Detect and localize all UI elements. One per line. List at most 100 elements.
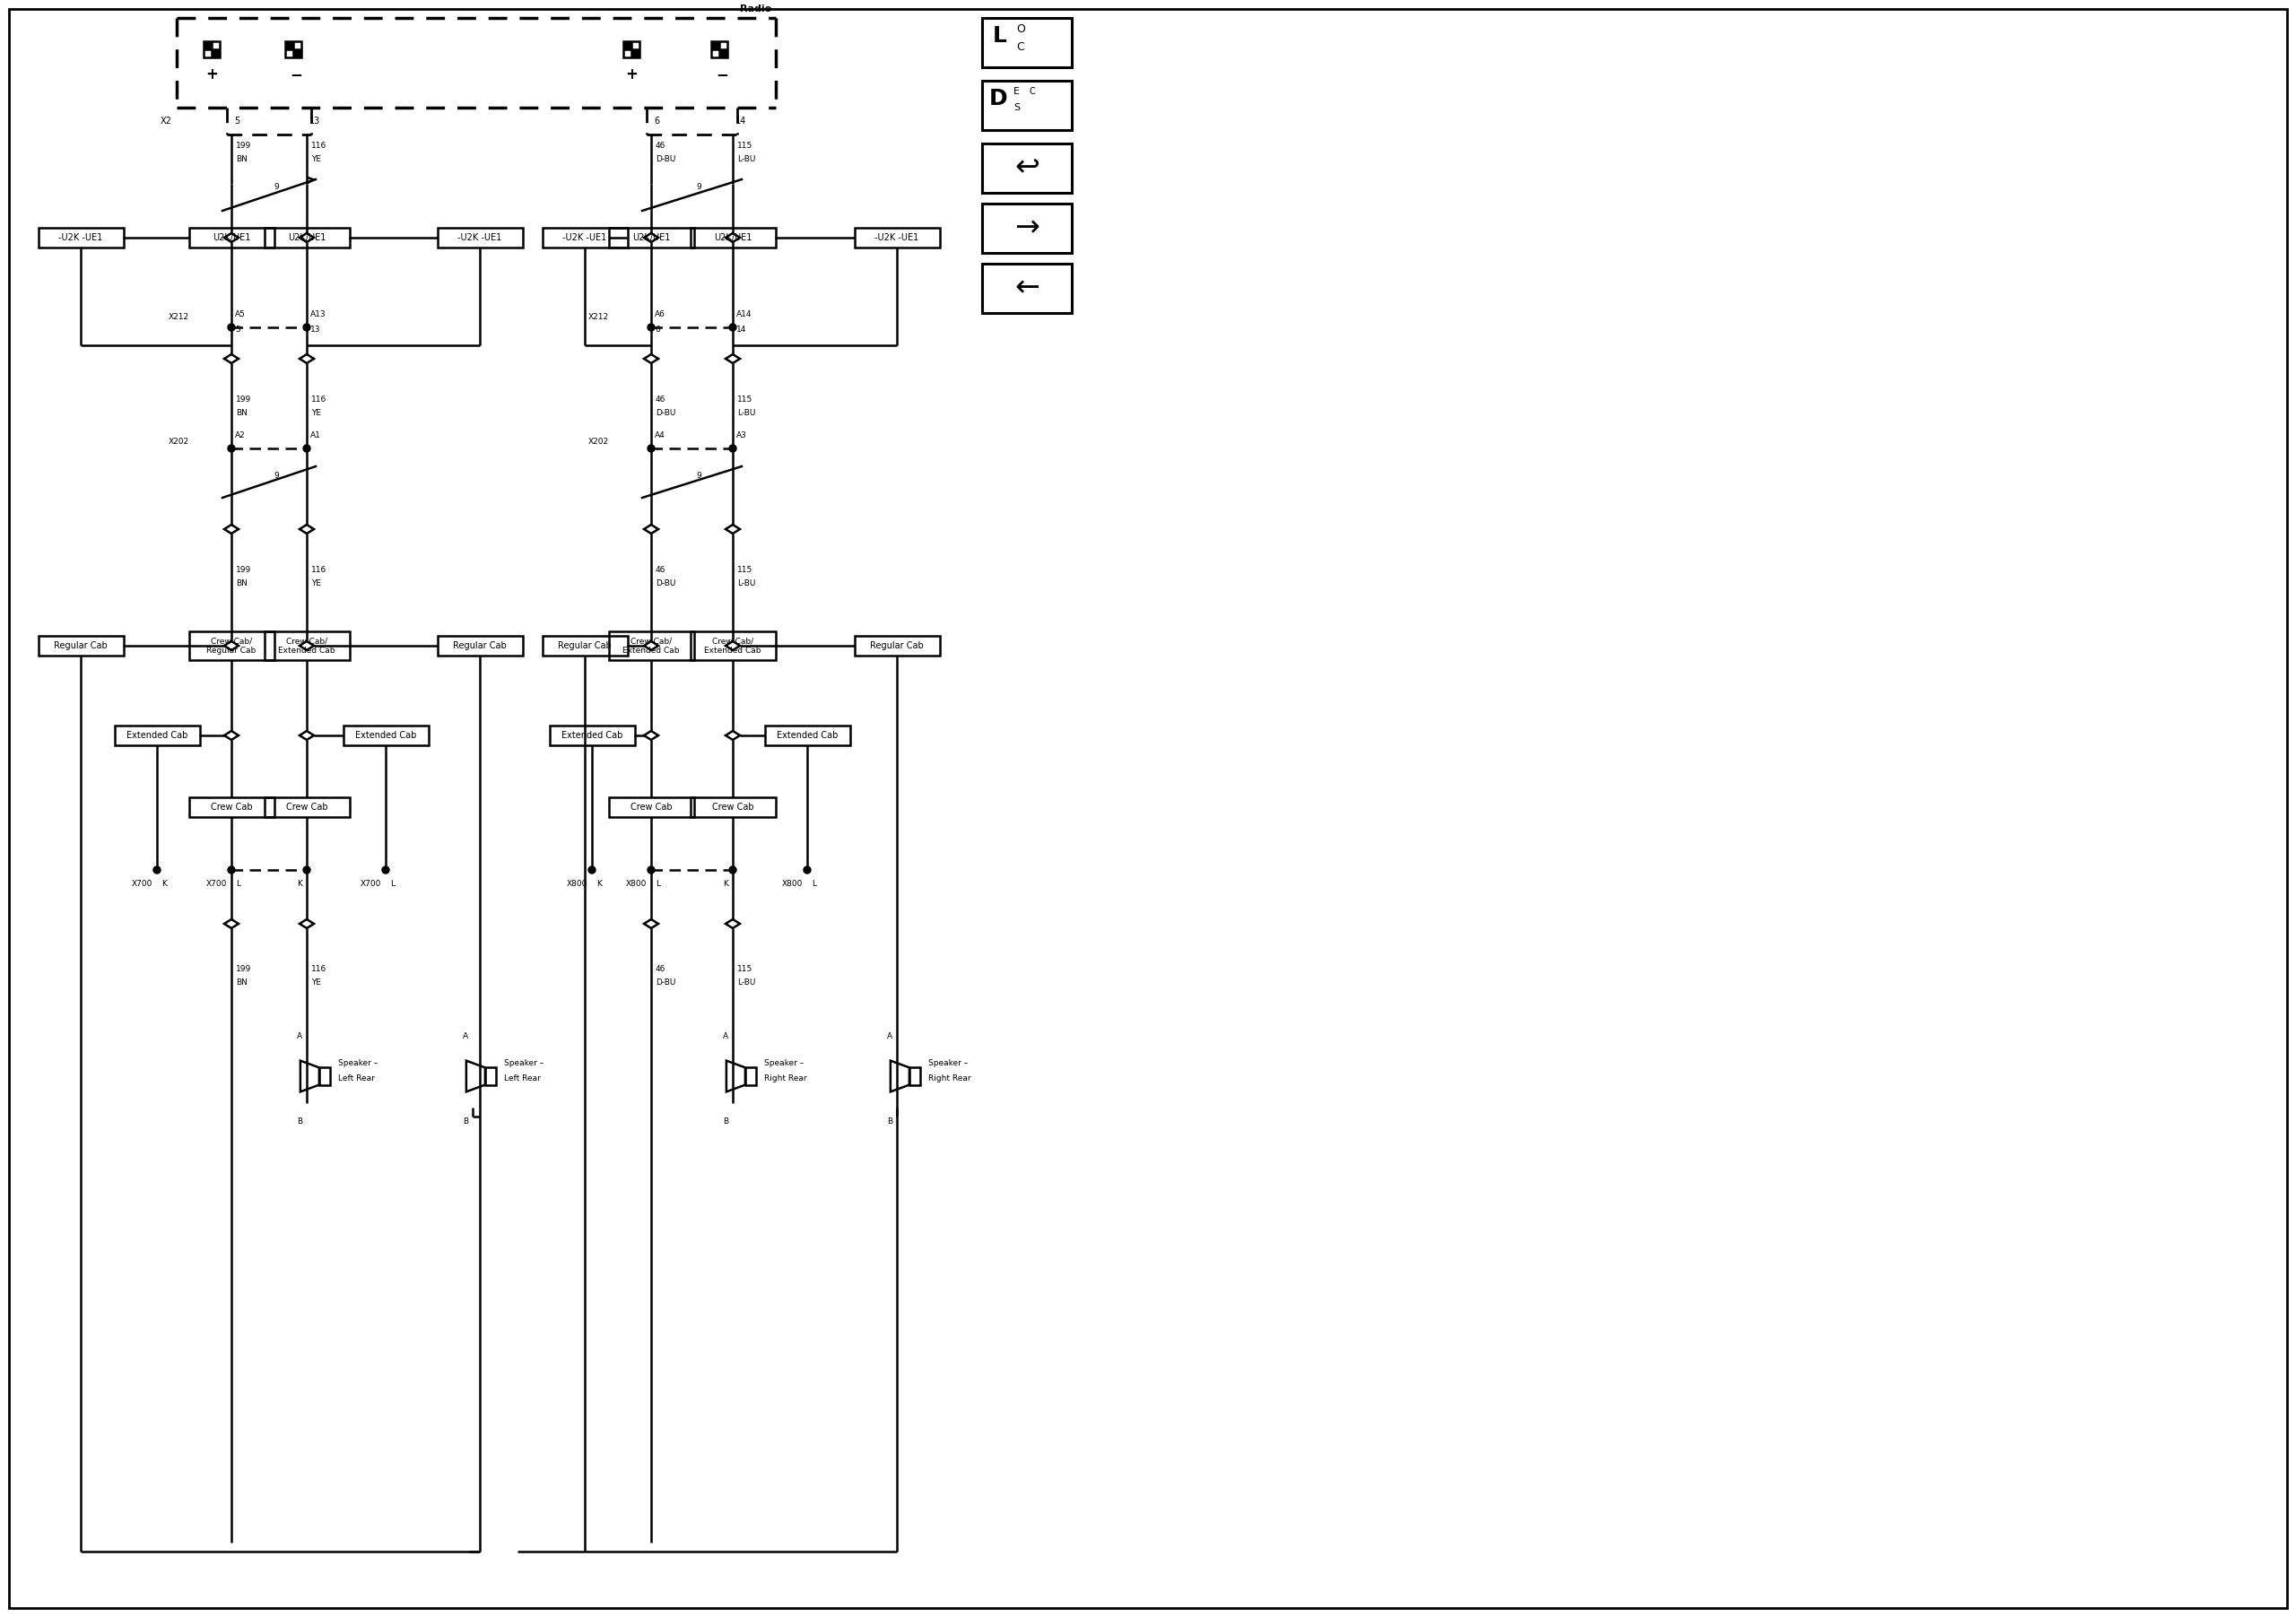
Text: L: L: [813, 880, 815, 888]
Text: X202: X202: [588, 437, 608, 445]
Text: 5: 5: [234, 325, 241, 333]
Circle shape: [804, 867, 810, 873]
Text: A13: A13: [310, 310, 326, 319]
Bar: [631, 50, 641, 57]
Text: 199: 199: [236, 395, 250, 403]
Text: S: S: [1013, 103, 1019, 112]
Text: YE: YE: [312, 978, 321, 986]
Text: U2K/UE1: U2K/UE1: [287, 233, 326, 243]
Bar: [542, 228, 627, 247]
Bar: [484, 1067, 496, 1085]
Text: D-BU: D-BU: [657, 978, 675, 986]
Text: Speaker –: Speaker –: [338, 1059, 379, 1067]
Text: D-BU: D-BU: [657, 409, 675, 417]
Circle shape: [227, 867, 234, 873]
Text: B: B: [886, 1117, 893, 1125]
Text: BN: BN: [236, 579, 248, 587]
Text: Extended Cab: Extended Cab: [776, 731, 838, 741]
Circle shape: [227, 445, 234, 453]
Text: K: K: [296, 880, 303, 888]
Text: 116: 116: [312, 965, 326, 972]
Text: 199: 199: [236, 141, 250, 149]
Text: A1: A1: [310, 432, 321, 438]
Circle shape: [730, 323, 737, 331]
Text: 115: 115: [737, 141, 753, 149]
Bar: [691, 228, 776, 247]
Circle shape: [647, 445, 654, 453]
Bar: [264, 228, 349, 247]
Text: 199: 199: [236, 566, 250, 574]
Circle shape: [647, 867, 654, 873]
Bar: [746, 1067, 755, 1085]
Text: 116: 116: [312, 395, 326, 403]
Bar: [712, 42, 728, 57]
Text: C: C: [1029, 87, 1035, 95]
Text: −: −: [289, 66, 303, 82]
Text: Crew Cab: Crew Cab: [211, 802, 253, 812]
Bar: [983, 81, 1072, 129]
Text: Extended Cab: Extended Cab: [560, 731, 622, 741]
Text: X212: X212: [168, 312, 188, 320]
Text: K: K: [161, 880, 168, 888]
Text: 9: 9: [273, 471, 278, 479]
Text: Regular Cab: Regular Cab: [452, 642, 507, 650]
Text: 13: 13: [310, 116, 321, 126]
Text: B: B: [723, 1117, 728, 1125]
Text: 14: 14: [737, 325, 746, 333]
Text: L-BU: L-BU: [737, 978, 755, 986]
Circle shape: [730, 867, 737, 873]
Bar: [608, 631, 693, 660]
Circle shape: [227, 323, 234, 331]
Text: A6: A6: [654, 310, 666, 319]
Text: K: K: [723, 880, 728, 888]
Text: A: A: [464, 1032, 468, 1040]
Text: -U2K -UE1: -U2K -UE1: [60, 233, 103, 243]
Text: Speaker –: Speaker –: [505, 1059, 544, 1067]
Text: A: A: [296, 1032, 303, 1040]
Text: Crew Cab/
Regular Cab: Crew Cab/ Regular Cab: [207, 637, 257, 655]
Text: 115: 115: [737, 395, 753, 403]
Bar: [691, 631, 776, 660]
Bar: [436, 635, 523, 655]
Text: BN: BN: [236, 409, 248, 417]
Bar: [712, 42, 719, 50]
Bar: [765, 726, 850, 745]
Text: U2K/UE1: U2K/UE1: [714, 233, 751, 243]
Text: YE: YE: [312, 579, 321, 587]
Text: Crew Cab: Crew Cab: [629, 802, 673, 812]
Text: A3: A3: [737, 432, 746, 438]
Circle shape: [303, 445, 310, 453]
Text: D-BU: D-BU: [657, 155, 675, 163]
Text: 116: 116: [312, 566, 326, 574]
Text: X800: X800: [627, 880, 647, 888]
Circle shape: [647, 323, 654, 331]
Circle shape: [303, 323, 310, 331]
Text: L-BU: L-BU: [737, 579, 755, 587]
Bar: [319, 1067, 331, 1085]
Text: Crew Cab: Crew Cab: [285, 802, 328, 812]
Text: 46: 46: [657, 141, 666, 149]
Bar: [719, 50, 728, 57]
Bar: [342, 726, 429, 745]
Text: D-BU: D-BU: [657, 579, 675, 587]
Text: Radio: Radio: [739, 5, 771, 13]
Bar: [854, 635, 939, 655]
Bar: [622, 42, 631, 50]
Text: X212: X212: [588, 312, 608, 320]
Text: L-BU: L-BU: [737, 155, 755, 163]
Bar: [115, 726, 200, 745]
Text: ←: ←: [1015, 273, 1040, 302]
Bar: [188, 228, 273, 247]
Text: →: →: [1015, 213, 1040, 243]
Text: -U2K -UE1: -U2K -UE1: [875, 233, 918, 243]
Text: Left Rear: Left Rear: [338, 1074, 374, 1082]
Text: Extended Cab: Extended Cab: [126, 731, 188, 741]
Text: L: L: [390, 880, 395, 888]
Bar: [264, 631, 349, 660]
Circle shape: [154, 867, 161, 873]
Text: X700: X700: [131, 880, 152, 888]
Text: Right Rear: Right Rear: [928, 1074, 971, 1082]
Text: BN: BN: [236, 978, 248, 986]
Text: A: A: [723, 1032, 728, 1040]
Text: -U2K -UE1: -U2K -UE1: [563, 233, 606, 243]
